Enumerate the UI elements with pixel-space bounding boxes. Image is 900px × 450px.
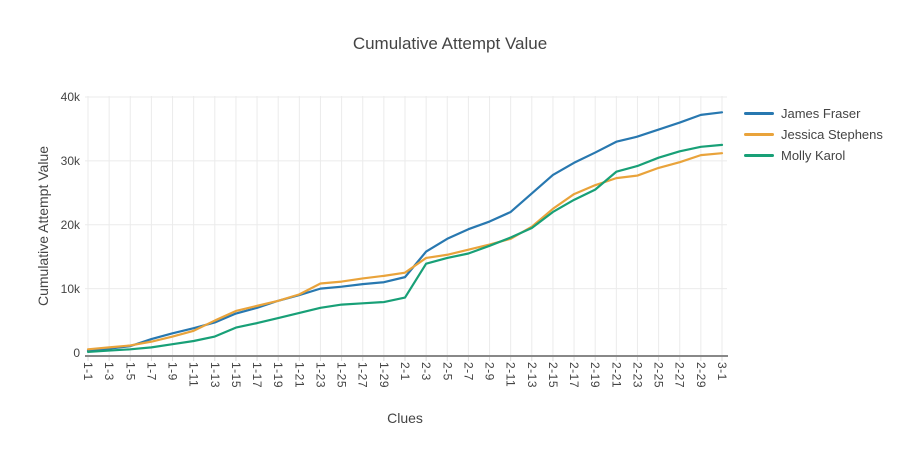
x-tick-label: 2-15 xyxy=(545,362,560,389)
x-tick-label: 1-7 xyxy=(144,362,159,381)
x-tick-label: 1-19 xyxy=(271,362,286,389)
x-tick-label: 2-27 xyxy=(672,362,687,389)
x-tick-label: 2-19 xyxy=(588,362,603,389)
chart-title: Cumulative Attempt Value xyxy=(352,34,548,53)
x-tick-label: 2-13 xyxy=(524,362,539,389)
x-tick-label: 2-7 xyxy=(461,362,476,381)
x-tick-label: 2-11 xyxy=(503,362,518,388)
x-tick-label: 2-1 xyxy=(398,362,412,381)
x-tick-label: 2-9 xyxy=(482,362,497,381)
legend-item-molly-karol[interactable]: Molly Karol xyxy=(744,145,883,166)
x-tick-label: 1-25 xyxy=(334,362,349,389)
legend-label: Jessica Stephens xyxy=(781,127,883,142)
x-axis-title: Clues xyxy=(387,410,423,426)
x-tick-label: 1-9 xyxy=(165,362,180,381)
x-tick-label: 1-11 xyxy=(186,362,201,388)
x-tick-label: 2-23 xyxy=(630,362,645,389)
y-tick-label: 0 xyxy=(73,345,80,360)
x-tick-label: 1-1 xyxy=(81,362,95,381)
y-tick-label: 10k xyxy=(60,281,80,296)
x-tick-label: 1-29 xyxy=(376,362,391,389)
x-tick-label: 1-17 xyxy=(250,362,265,389)
series-line-james-fraser xyxy=(86,111,724,352)
x-tick-label: 2-21 xyxy=(609,362,624,389)
series-line-jessica-stephens xyxy=(86,152,724,351)
x-tick-label: 2-5 xyxy=(440,362,455,381)
legend-line-swatch xyxy=(744,133,774,136)
legend-line-swatch xyxy=(744,154,774,157)
x-tick-label: 1-13 xyxy=(207,362,222,389)
legend-label: James Fraser xyxy=(781,106,861,121)
y-tick-label: 20k xyxy=(60,217,80,232)
x-tick-label: 2-29 xyxy=(693,362,708,389)
legend: James Fraser Jessica Stephens Molly Karol xyxy=(744,103,883,166)
x-tick-label: 2-3 xyxy=(419,362,434,381)
x-tick-label: 2-25 xyxy=(651,362,666,389)
legend-line-swatch xyxy=(744,112,774,115)
y-tick-label: 30k xyxy=(60,153,80,168)
y-tick-label: 40k xyxy=(60,90,80,104)
legend-label: Molly Karol xyxy=(781,148,846,163)
x-tick-label: 1-21 xyxy=(292,362,307,389)
legend-item-james-fraser[interactable]: James Fraser xyxy=(744,103,883,124)
x-tick-label: 1-3 xyxy=(102,362,117,381)
x-tick-label: 1-23 xyxy=(313,362,328,389)
x-tick-label: 1-27 xyxy=(355,362,370,389)
legend-item-jessica-stephens[interactable]: Jessica Stephens xyxy=(744,124,883,145)
x-tick-label: 1-5 xyxy=(123,362,138,381)
series-line-molly-karol xyxy=(86,143,724,353)
x-tick-label: 1-15 xyxy=(228,362,243,389)
x-tick-label: 2-17 xyxy=(567,362,582,389)
x-tick-label: 3-1 xyxy=(715,362,729,381)
